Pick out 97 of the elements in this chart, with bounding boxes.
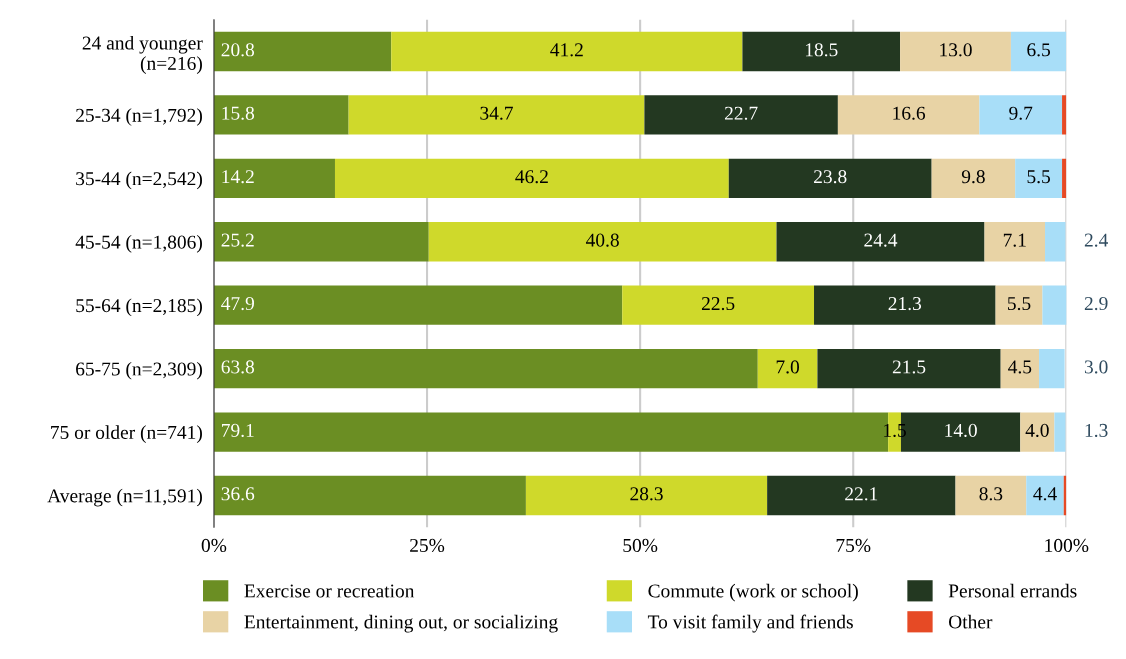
data-label: 23.8 xyxy=(814,170,847,184)
bar xyxy=(776,222,985,262)
data-label: 9.7 xyxy=(1009,106,1033,120)
bar xyxy=(213,95,349,135)
bar xyxy=(900,31,1011,72)
y-tick-label: 35-44 (n=2,542) xyxy=(76,171,202,190)
legend-label: To visit family and friends xyxy=(647,614,853,633)
data-label: 20.8 xyxy=(221,43,255,57)
bar xyxy=(348,95,645,135)
data-label: 5.5 xyxy=(1007,297,1031,311)
bar xyxy=(213,475,526,516)
data-label: 25.2 xyxy=(221,233,254,247)
data-label: 21.3 xyxy=(888,297,922,311)
data-label: 7.0 xyxy=(776,360,799,374)
y-tick-label: 65-75 (n=2,309) xyxy=(76,361,202,380)
data-label: 46.2 xyxy=(515,170,548,184)
data-label: 18.5 xyxy=(805,43,838,57)
data-label: 16.6 xyxy=(893,106,926,120)
data-label: 40.8 xyxy=(585,233,619,247)
bar xyxy=(1054,412,1066,452)
data-label: 6.5 xyxy=(1027,43,1051,57)
bar xyxy=(995,285,1043,325)
bar xyxy=(1045,222,1066,262)
bar xyxy=(757,348,818,389)
data-label: 1.3 xyxy=(1085,423,1108,438)
y-tick-label: 55-64 (n=2,185) xyxy=(76,298,202,317)
data-label: 22.7 xyxy=(724,106,758,120)
data-label: 5.5 xyxy=(1027,170,1051,184)
data-label: 28.3 xyxy=(630,487,663,501)
bar xyxy=(742,31,901,72)
legend-label: Entertainment, dining out, or socializing xyxy=(244,614,558,633)
x-tick-label: 25% xyxy=(410,538,445,553)
data-label: 34.7 xyxy=(480,106,513,120)
data-label: 2.9 xyxy=(1084,297,1108,311)
bar xyxy=(1039,348,1065,389)
bar xyxy=(213,222,429,262)
x-tick-label: 0% xyxy=(201,538,227,553)
bar xyxy=(814,285,996,325)
data-label: 2.4 xyxy=(1084,233,1108,247)
bar xyxy=(1026,475,1064,516)
bar xyxy=(334,158,729,198)
bar xyxy=(728,158,932,198)
legend-label: Exercise or recreation xyxy=(244,584,415,598)
data-label: 14.0 xyxy=(945,423,977,438)
bar xyxy=(955,475,1027,516)
y-tick-label: 45-54 (n=1,806) xyxy=(75,235,202,253)
bar xyxy=(979,95,1063,135)
bar xyxy=(1010,31,1067,72)
bar xyxy=(644,95,838,135)
bar xyxy=(1000,348,1040,389)
data-label: 41.2 xyxy=(550,43,583,57)
x-tick-label: 50% xyxy=(623,538,658,553)
data-label: 15.8 xyxy=(222,106,255,120)
x-tick-label: 100% xyxy=(1045,538,1089,553)
bar xyxy=(391,31,743,72)
bar xyxy=(837,95,980,135)
bar xyxy=(213,158,335,198)
legend-label: Personal errands xyxy=(948,583,1077,598)
data-label: 4.5 xyxy=(1008,360,1032,374)
y-tick-label: 24 and younger (n=216) xyxy=(82,35,203,74)
x-tick-label: 75% xyxy=(836,538,871,553)
data-label: 21.5 xyxy=(892,360,926,374)
data-label: 24.4 xyxy=(864,233,898,247)
data-label: 4.4 xyxy=(1033,487,1057,501)
data-label: 8.3 xyxy=(979,487,1003,501)
legend-label: Commute (work or school) xyxy=(648,583,858,602)
bar xyxy=(213,348,758,389)
bar xyxy=(213,31,392,72)
bar xyxy=(817,348,1001,389)
bar xyxy=(984,222,1046,262)
data-label: 13.0 xyxy=(940,43,972,57)
data-label: 9.8 xyxy=(961,170,985,184)
data-label: 22.5 xyxy=(701,297,735,311)
bar xyxy=(931,158,1016,198)
bar xyxy=(1062,95,1067,135)
bar xyxy=(525,475,768,516)
data-label: 22.1 xyxy=(845,487,878,501)
y-tick-label: 75 or older (n=741) xyxy=(51,425,202,443)
bar xyxy=(213,285,623,325)
bar xyxy=(622,285,815,325)
data-label: 36.6 xyxy=(221,487,255,501)
data-label: 7.1 xyxy=(1003,233,1026,247)
data-label: 79.1 xyxy=(222,423,254,438)
y-tick-label: 25-34 (n=1,792) xyxy=(76,108,202,126)
bar xyxy=(1020,412,1055,452)
bar xyxy=(1062,158,1067,198)
bar xyxy=(1042,285,1067,325)
data-label: 14.2 xyxy=(222,170,254,184)
bar xyxy=(1015,158,1063,198)
data-label: 4.0 xyxy=(1025,423,1049,438)
data-label: 3.0 xyxy=(1084,360,1108,374)
data-label: 63.8 xyxy=(221,360,255,374)
y-tick-label: Average (n=11,591) xyxy=(47,488,202,507)
data-label: 47.9 xyxy=(221,297,254,311)
bar xyxy=(428,222,777,262)
bar xyxy=(767,475,956,516)
legend-label: Other xyxy=(948,614,993,629)
